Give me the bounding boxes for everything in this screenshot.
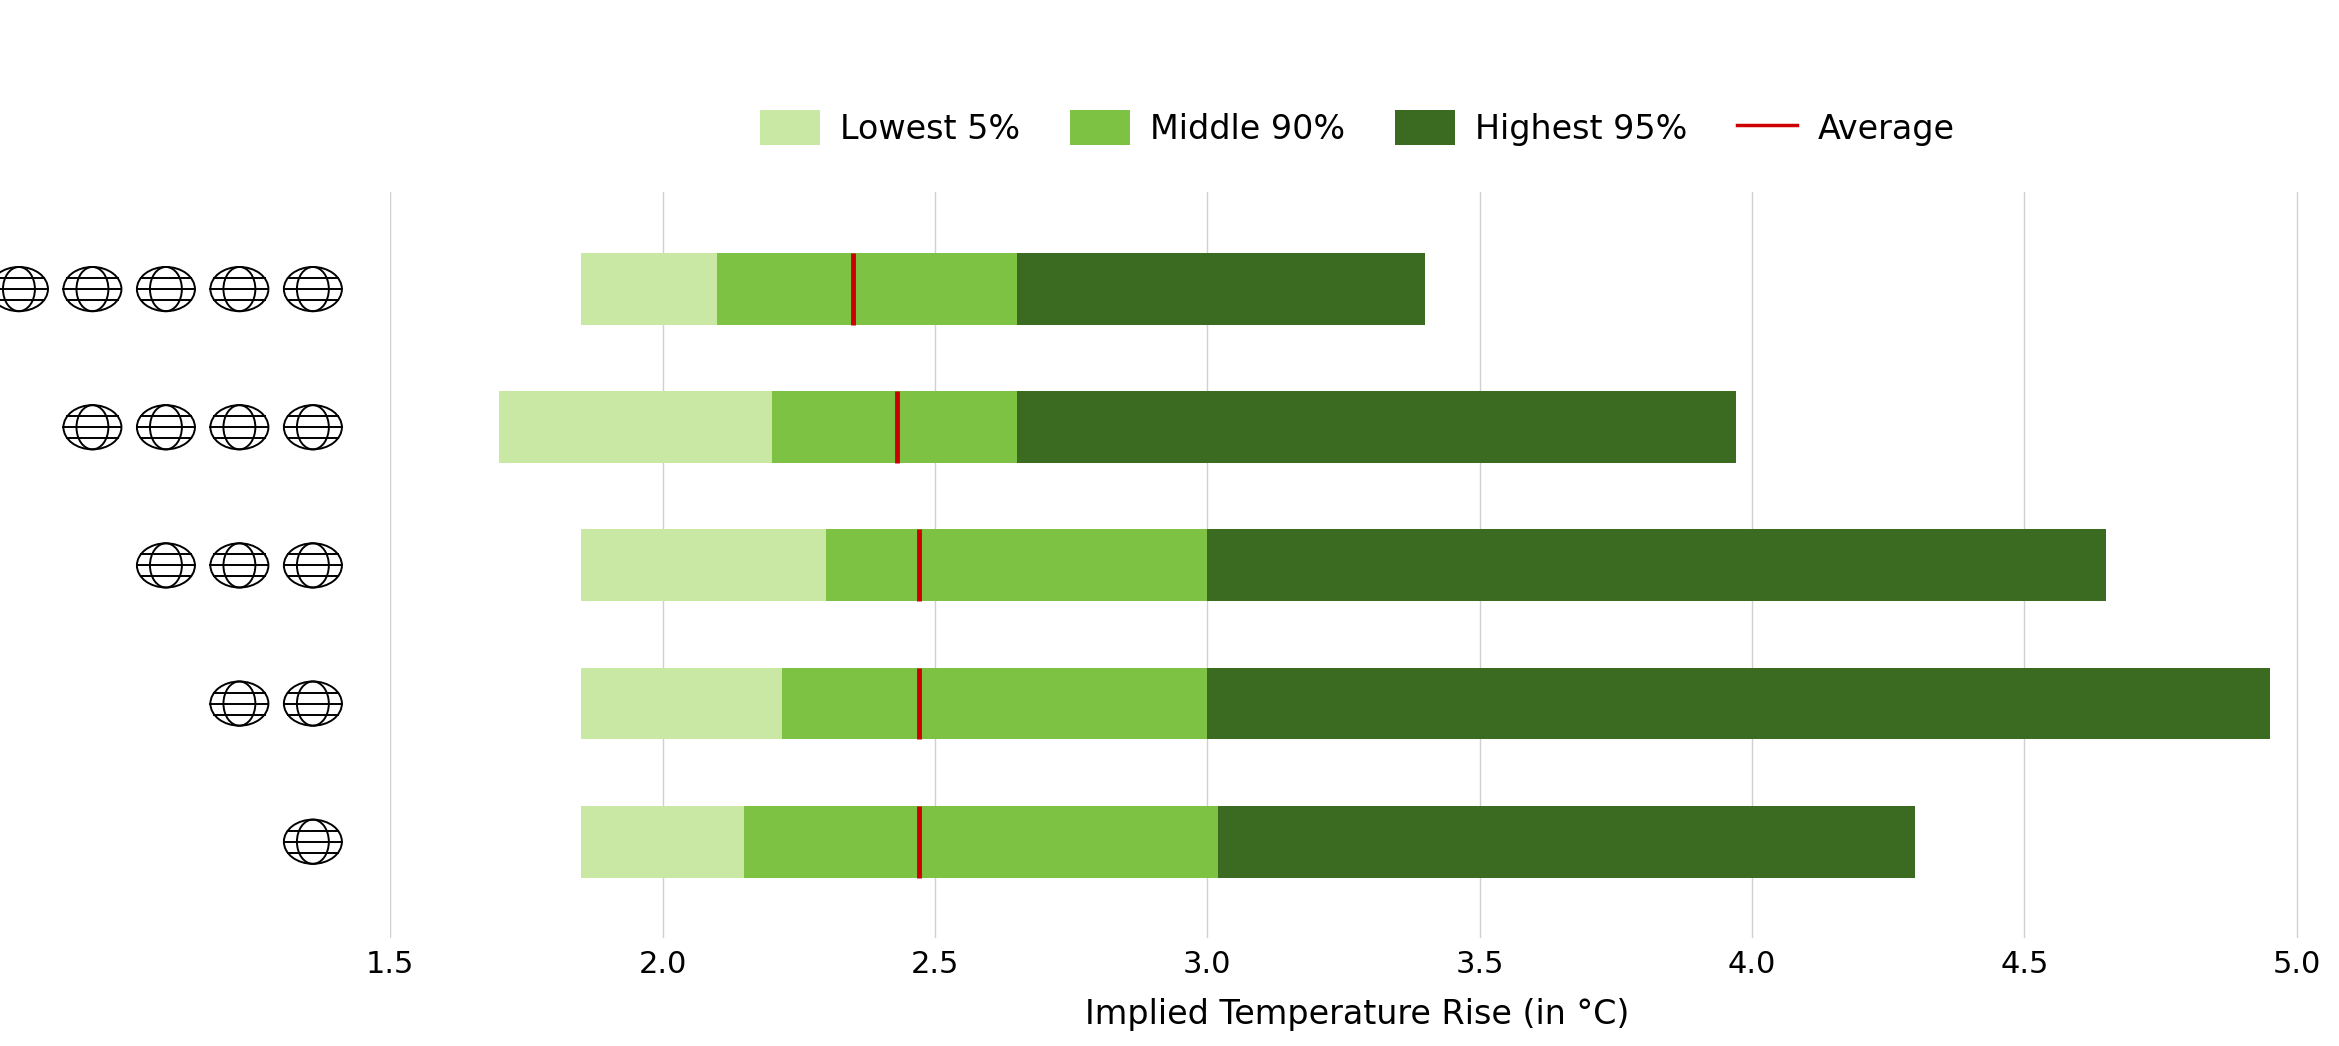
- X-axis label: Implied Temperature Rise (in °C): Implied Temperature Rise (in °C): [1085, 998, 1630, 1031]
- Bar: [498, 391, 772, 463]
- Bar: [580, 253, 718, 325]
- Bar: [1207, 667, 2269, 740]
- Legend: Lowest 5%, Middle 90%, Highest 95%, Average: Lowest 5%, Middle 90%, Highest 95%, Aver…: [746, 97, 1967, 159]
- Bar: [784, 667, 1207, 740]
- Bar: [1207, 529, 2105, 601]
- Bar: [580, 667, 784, 740]
- Bar: [1219, 805, 1916, 878]
- Bar: [826, 529, 1207, 601]
- Bar: [744, 805, 1219, 878]
- Bar: [580, 529, 826, 601]
- Bar: [1017, 391, 1736, 463]
- Bar: [718, 253, 1017, 325]
- Bar: [1017, 253, 1424, 325]
- Bar: [580, 805, 744, 878]
- Bar: [772, 391, 1017, 463]
